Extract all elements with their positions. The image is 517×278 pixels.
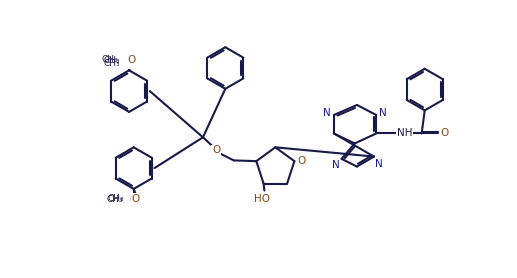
Text: CH₃: CH₃ [107,195,123,204]
Text: CH₃: CH₃ [103,59,120,68]
Text: CH₃: CH₃ [103,56,120,65]
Text: O: O [125,58,133,68]
Text: NH: NH [397,128,413,138]
Text: O: O [297,156,306,166]
Text: O: O [125,54,133,64]
Text: O: O [132,194,140,204]
Text: CH₃: CH₃ [102,55,118,64]
Text: O: O [212,145,220,155]
Text: O: O [130,195,138,205]
Text: N: N [323,108,331,118]
Text: N: N [379,108,387,118]
Text: N: N [331,160,339,170]
Text: N: N [375,159,383,169]
Text: O: O [127,55,135,65]
Text: O: O [440,128,448,138]
Text: CH₃: CH₃ [108,194,125,203]
Text: HO: HO [254,194,270,204]
